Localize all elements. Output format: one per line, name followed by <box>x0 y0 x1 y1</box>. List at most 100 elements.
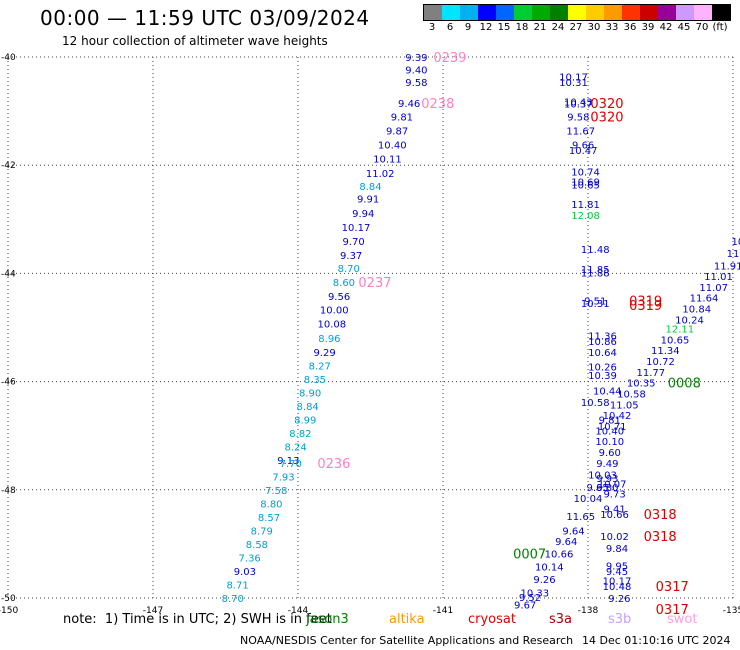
wave-height-label: 10 <box>731 237 740 248</box>
track-time-label: 0318 <box>644 508 677 523</box>
satellite-legend-item: cryosat <box>468 612 516 627</box>
wave-height-label: 10.26 <box>588 362 617 373</box>
wave-height-label: 9.58 <box>567 113 589 124</box>
colorbar-swatch <box>622 5 640 20</box>
colorbar-swatch <box>676 5 694 20</box>
page-title: 00:00 — 11:59 UTC 03/09/2024 <box>40 6 370 30</box>
wave-height-label: 10.42 <box>603 411 632 422</box>
wave-height-label: 9.26 <box>608 594 630 605</box>
track-time-label: 0238 <box>421 97 454 112</box>
lon-tick-label: -150 <box>0 606 18 616</box>
wave-height-label: 11.77 <box>637 368 666 379</box>
page-subtitle: 12 hour collection of altimeter wave hei… <box>62 34 328 48</box>
wave-height-label: 8.70 <box>338 264 360 275</box>
colorbar-label: 21 <box>533 22 547 33</box>
track-time-label: 0317 <box>656 603 689 618</box>
wave-height-label: 10.65 <box>661 335 690 346</box>
colorbar-swatch <box>496 5 514 20</box>
track-time-label: 0319 <box>629 294 662 309</box>
wave-height-label: 9.64 <box>555 537 577 548</box>
colorbar-swatch <box>442 5 460 20</box>
colorbar-swatch <box>694 5 712 20</box>
wave-height-label: 10.14 <box>535 563 564 574</box>
lon-tick-label: -138 <box>578 606 599 616</box>
wave-height-label: 10.17 <box>559 72 588 83</box>
wave-height-label: 10.39 <box>588 371 617 382</box>
colorbar-label: 36 <box>623 22 637 33</box>
colorbar-swatch <box>460 5 478 20</box>
credit-footer: NOAA/NESDIS Center for Satellite Applica… <box>240 634 574 647</box>
wave-height-label: 8.79 <box>251 526 273 537</box>
wave-height-label: 10.24 <box>675 315 704 326</box>
colorbar-label: 6 <box>446 22 454 33</box>
wave-height-label: 9.60 <box>599 448 621 459</box>
wave-height-label: 10.74 <box>571 168 600 179</box>
wave-height-label: 10.58 <box>617 390 646 401</box>
wave-height-label: 11.34 <box>651 346 680 357</box>
wave-height-label: 10.31 <box>581 299 610 310</box>
wave-height-label: 9.67 <box>514 600 536 611</box>
wave-height-label: 10.66 <box>600 510 629 521</box>
wave-height-label: 9.46 <box>398 99 420 110</box>
wave-height-label: 10.17 <box>342 223 371 234</box>
graticule-grid <box>7 56 734 599</box>
colorbar-label: 24 <box>551 22 565 33</box>
wave-height-label: 11.85 <box>581 265 610 276</box>
wave-height-label: 8.58 <box>246 540 268 551</box>
wave-height-label: 7.36 <box>239 553 261 564</box>
colorbar-swatch <box>640 5 658 20</box>
axis-tick-labels: -150 -147 -144 -141 -138 -135 -40 -42 -44 -46 -48 -… <box>0 53 740 616</box>
wave-height-label: 8.84 <box>359 182 381 193</box>
wave-height-label: 8.71 <box>226 580 248 591</box>
lon-tick-label: -144 <box>288 606 309 616</box>
wave-height-label: 11.02 <box>366 169 395 180</box>
wave-height-label: 11.36 <box>588 332 617 343</box>
wave-height-label: 11.05 <box>610 400 639 411</box>
wave-height-label: 8.27 <box>309 361 331 372</box>
wave-height-label: 10.43 <box>564 97 593 108</box>
wave-height-label: 12.11 <box>666 325 695 336</box>
wave-height-label: 11.81 <box>571 200 600 211</box>
colorbar-swatch <box>514 5 532 20</box>
track-time-label: 0007 <box>513 548 546 563</box>
wave-height-label: 9.37 <box>340 251 362 262</box>
wave-height-label: 11.91 <box>714 261 740 272</box>
wave-height-label: 10.47 <box>569 146 598 157</box>
lat-tick-label: -44 <box>1 269 16 279</box>
lat-tick-label: -50 <box>1 594 16 604</box>
wave-height-label: 9.45 <box>606 567 628 578</box>
satellite-legend-item: swot <box>667 612 698 627</box>
lon-tick-label: -135 <box>723 606 740 616</box>
track-time-label: 0236 <box>317 457 350 472</box>
lon-tick-label: -141 <box>433 606 453 616</box>
wave-height-label: 9.40 <box>405 65 427 76</box>
wave-height-label: 7.70 <box>280 459 302 470</box>
colorbar-swatch <box>586 5 604 20</box>
wave-height-label: 10.86 <box>588 337 617 348</box>
wave-height-label: 9.66 <box>572 141 594 152</box>
wave-height-label: 9.95 <box>606 562 628 573</box>
wave-height-label: 11.67 <box>566 127 595 138</box>
colorbar-label: 33 <box>605 22 619 33</box>
wave-height-label: 9.13 <box>277 456 299 467</box>
wave-height-label: 8.99 <box>294 415 316 426</box>
satellite-legend-item: s3a <box>549 612 573 627</box>
wave-height-label: 9.73 <box>603 490 625 501</box>
wave-height-label: 9.26 <box>533 575 555 586</box>
wave-height-label: 10.84 <box>682 305 711 316</box>
wave-height-label: 10.66 <box>545 550 574 561</box>
wave-height-label: 9.52 <box>519 593 541 604</box>
track-time-label: 0008 <box>668 377 701 392</box>
wave-height-points: 9.399.40 9.58 9.46 9.81 9.87 10.40 10.11 11.02 8… <box>222 53 740 611</box>
wave-height-label: 11.88 <box>581 268 610 279</box>
wave-height-label: 11.01 <box>704 272 733 283</box>
wave-height-label: 11 <box>727 249 740 260</box>
wave-height-label: 10.64 <box>588 348 617 359</box>
colorbar-label: 39 <box>641 22 655 33</box>
wave-height-label: 8.24 <box>284 443 306 454</box>
lon-tick-label: -147 <box>143 606 163 616</box>
colorbar-label: 9 <box>464 22 472 33</box>
wave-height-label: 9.03 <box>234 567 256 578</box>
